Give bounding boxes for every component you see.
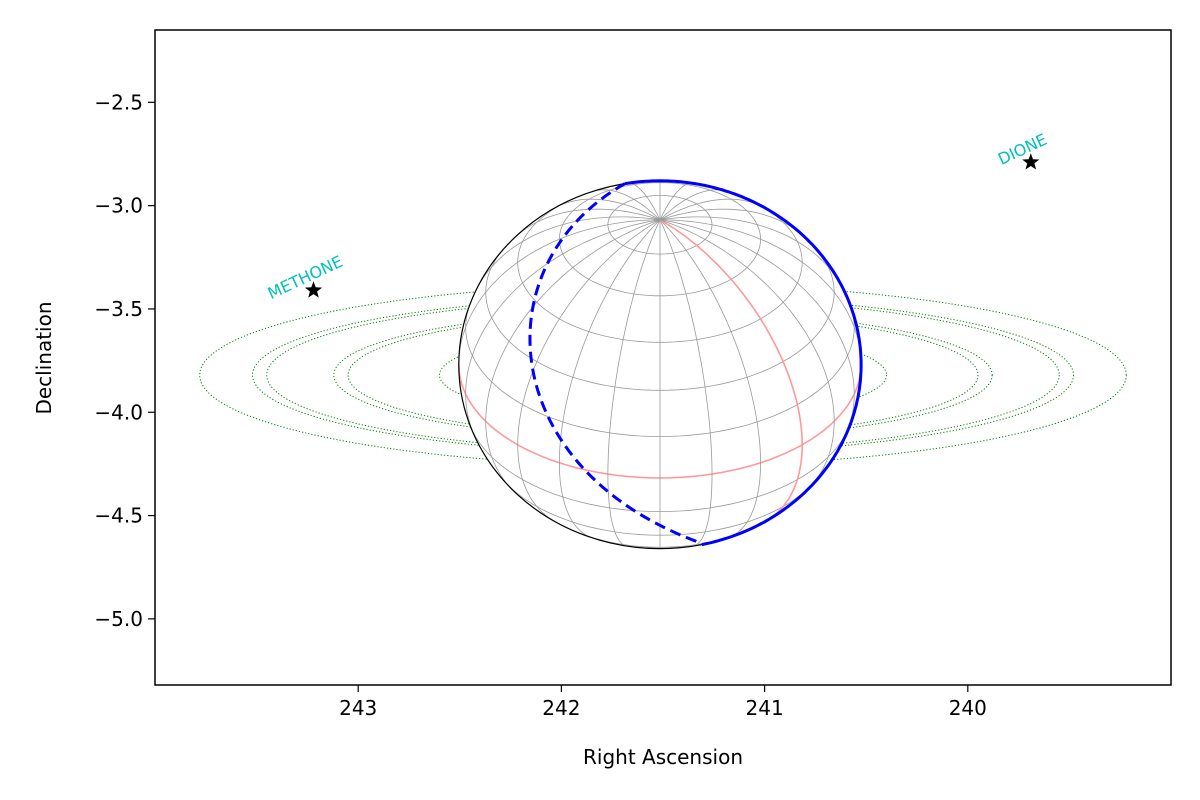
- y-tick-label--5: −5.0: [94, 607, 143, 631]
- y-axis-label: Declination: [32, 301, 56, 414]
- planet-meridian-90: [659, 219, 862, 365]
- planet-meridian--135: [557, 198, 661, 221]
- planet-meridian-60: [659, 219, 835, 490]
- planet-meridian: [659, 219, 804, 522]
- x-axis-label: Right Ascension: [583, 745, 743, 769]
- x-tick-label-242: 242: [542, 696, 580, 720]
- ring-ellipse-4: [333, 310, 993, 440]
- x-tick-label-241: 241: [746, 696, 784, 720]
- planet-meridian-120: [659, 208, 805, 238]
- planet-meridian--75: [465, 219, 661, 438]
- ring-ellipse-7: [199, 283, 1127, 467]
- terminator-lit-limb: [624, 179, 863, 547]
- planet-meridian--120: [515, 208, 661, 238]
- y-tick-label--4.5: −4.5: [94, 504, 143, 528]
- planet-meridian--15: [607, 219, 661, 547]
- y-tick-label--3: −3.0: [94, 194, 143, 218]
- y-tick-label--2.5: −2.5: [94, 90, 143, 114]
- planet-meridian--150: [592, 189, 661, 221]
- planet-meridian-75: [659, 219, 855, 438]
- x-tick-label-240: 240: [949, 696, 987, 720]
- planet-meridian--60: [485, 219, 661, 490]
- tick-layer: 243 242 241 240 −2.5 −3.0 −3.5 −4.0 −4.5 −5.0: [94, 90, 986, 720]
- planet-meridian--30: [559, 219, 661, 538]
- y-tick-label--4: −4.0: [94, 400, 143, 424]
- moon-marker-dione: [1022, 153, 1040, 170]
- terminator-dashed: [528, 182, 703, 546]
- planet-meridian-30: [659, 219, 761, 538]
- moon-marker-methone: [304, 281, 323, 298]
- x-tick-label-243: 243: [339, 696, 377, 720]
- planet-meridian-105: [659, 216, 843, 288]
- planet-meridian-135: [659, 198, 763, 221]
- planet-meridian-15: [659, 219, 713, 547]
- axes-frame: [154, 29, 1172, 686]
- planet-meridian--90: [458, 219, 661, 365]
- planet-meridian--45: [517, 219, 661, 522]
- planet-meridian--105: [477, 216, 661, 288]
- y-tick-label--3.5: −3.5: [94, 297, 143, 321]
